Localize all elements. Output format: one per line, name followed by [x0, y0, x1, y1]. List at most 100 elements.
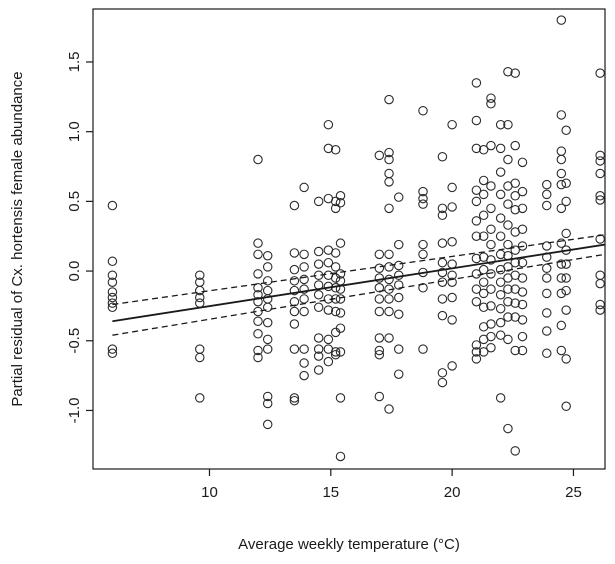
data-point — [471, 354, 482, 364]
data-point — [313, 344, 324, 354]
data-point — [486, 224, 496, 234]
data-point — [503, 262, 513, 272]
data-point — [384, 147, 394, 158]
data-point — [107, 277, 118, 287]
data-point — [195, 393, 205, 403]
data-point — [195, 292, 205, 303]
data-point — [107, 302, 118, 313]
data-point — [517, 299, 528, 310]
data-point — [384, 94, 394, 105]
data-point — [393, 292, 404, 303]
data-point — [503, 220, 513, 230]
data-point — [384, 168, 394, 179]
data-point — [330, 262, 341, 272]
data-point — [595, 305, 605, 315]
x-tick-label: 25 — [565, 484, 582, 501]
data-point — [323, 334, 334, 345]
data-point — [486, 319, 496, 329]
data-point — [374, 349, 385, 360]
data-point — [447, 237, 457, 247]
data-point — [595, 150, 605, 161]
data-point — [595, 168, 605, 179]
data-point — [253, 352, 263, 363]
data-point — [495, 330, 506, 340]
data-point — [299, 294, 309, 304]
data-point — [517, 315, 528, 325]
data-point — [503, 66, 513, 77]
data-point — [510, 204, 520, 215]
data-point — [313, 246, 324, 257]
x-tick-label: 15 — [322, 484, 339, 501]
data-point — [393, 309, 404, 320]
data-point — [374, 150, 385, 161]
data-point — [595, 195, 605, 205]
x-axis: 10 15 20 25 — [201, 469, 582, 501]
data-point — [478, 189, 489, 200]
data-point — [253, 283, 263, 293]
data-point — [384, 262, 394, 272]
data-point — [556, 15, 567, 25]
data-point — [313, 333, 324, 343]
data-point — [195, 298, 205, 308]
data-point — [437, 294, 448, 304]
data-point — [471, 340, 482, 350]
data-point — [503, 199, 513, 209]
data-point — [478, 210, 489, 221]
data-point — [107, 256, 118, 267]
data-point — [486, 255, 496, 265]
y-tick-label: -0.5 — [66, 328, 83, 354]
data-point — [313, 365, 324, 375]
data-point — [542, 179, 552, 190]
data-point — [542, 273, 552, 283]
y-tick-label: 1.5 — [66, 52, 83, 73]
data-point — [561, 259, 571, 269]
data-point — [478, 175, 489, 186]
data-point — [478, 277, 489, 287]
y-tick-label: 0.5 — [66, 191, 83, 212]
data-point — [323, 305, 334, 315]
data-point — [556, 259, 567, 269]
data-point — [330, 196, 341, 207]
data-point — [289, 393, 300, 403]
data-point — [262, 285, 273, 296]
data-point — [289, 395, 300, 406]
data-point — [418, 199, 428, 209]
data-point — [335, 198, 346, 208]
data-point — [517, 157, 528, 168]
data-point — [335, 347, 346, 357]
data-point — [262, 250, 273, 261]
data-point — [595, 299, 605, 310]
data-point — [510, 191, 520, 201]
data-point — [556, 146, 567, 156]
data-point — [384, 249, 394, 260]
data-point — [262, 344, 273, 354]
data-point — [556, 345, 567, 356]
data-point — [253, 316, 263, 326]
data-point — [299, 249, 309, 260]
data-point — [323, 356, 334, 367]
data-point — [335, 191, 346, 201]
data-point — [542, 308, 552, 318]
data-point — [384, 294, 394, 304]
data-point — [556, 238, 567, 248]
data-point — [517, 331, 528, 342]
data-point — [330, 145, 341, 155]
data-point — [486, 239, 496, 250]
data-points — [107, 15, 605, 462]
data-point — [253, 269, 263, 279]
data-point — [253, 238, 263, 248]
data-point — [418, 106, 428, 116]
data-point — [595, 234, 605, 244]
data-point — [313, 259, 324, 269]
data-point — [289, 264, 300, 275]
data-point — [517, 345, 528, 356]
data-point — [253, 296, 263, 307]
data-point — [299, 306, 309, 317]
data-point — [478, 264, 489, 275]
data-point — [471, 296, 482, 307]
data-point — [195, 344, 205, 354]
data-point — [262, 317, 273, 328]
plot-frame — [92, 8, 606, 470]
data-point — [107, 292, 118, 303]
